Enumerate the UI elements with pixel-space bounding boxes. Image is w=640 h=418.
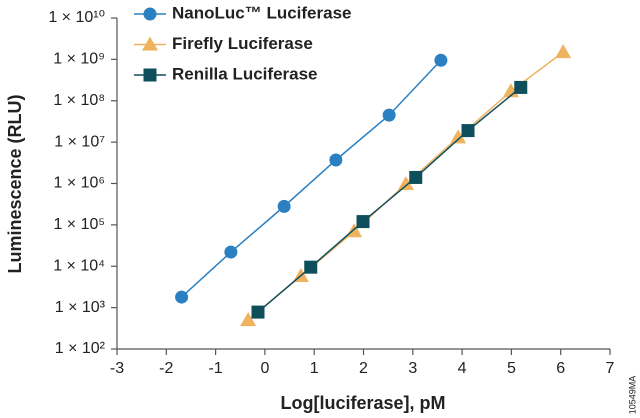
data-point bbox=[555, 44, 572, 59]
x-tick-label: -2 bbox=[159, 360, 173, 377]
x-tick-label: 4 bbox=[458, 360, 467, 377]
x-tick-label: 6 bbox=[556, 360, 565, 377]
data-point bbox=[514, 80, 528, 94]
y-tick-label: 1 × 10¹⁰ bbox=[48, 9, 105, 26]
legend-marker bbox=[143, 68, 157, 82]
x-tick-label: 1 bbox=[310, 360, 319, 377]
x-tick-label: -1 bbox=[208, 360, 222, 377]
legend-marker bbox=[142, 36, 158, 51]
data-point bbox=[224, 245, 238, 259]
data-point bbox=[450, 129, 467, 144]
data-point bbox=[382, 108, 396, 122]
legend-label: Renilla Luciferase bbox=[172, 64, 318, 83]
data-point bbox=[434, 53, 448, 67]
data-point bbox=[277, 199, 291, 213]
data-point bbox=[240, 312, 257, 327]
x-tick-label: -3 bbox=[110, 360, 124, 377]
y-tick-label: 1 × 10⁵ bbox=[53, 216, 105, 233]
y-tick-label: 1 × 10⁶ bbox=[53, 175, 105, 192]
data-point bbox=[329, 153, 343, 167]
x-tick-label: 0 bbox=[260, 360, 269, 377]
data-point bbox=[251, 305, 265, 319]
legend-label: Firefly Luciferase bbox=[172, 34, 313, 53]
legend-marker bbox=[143, 7, 157, 21]
x-tick-label: 7 bbox=[606, 360, 615, 377]
x-tick-label: 2 bbox=[359, 360, 368, 377]
data-point bbox=[175, 290, 189, 304]
legend-label: NanoLuc™ Luciferase bbox=[172, 3, 352, 22]
data-point bbox=[409, 170, 423, 184]
series-line bbox=[181, 59, 442, 298]
series-line bbox=[257, 86, 522, 313]
data-point bbox=[356, 215, 370, 229]
x-tick-label: 3 bbox=[408, 360, 417, 377]
y-tick-label: 1 × 10³ bbox=[55, 299, 106, 316]
data-point bbox=[397, 176, 414, 191]
y-tick-label: 1 × 10⁴ bbox=[53, 257, 105, 274]
y-tick-label: 1 × 10⁸ bbox=[53, 92, 105, 109]
x-tick-label: 5 bbox=[507, 360, 516, 377]
y-tick-label: 1 × 10⁹ bbox=[53, 51, 105, 68]
x-axis-label: Log[luciferase], pM bbox=[280, 393, 445, 413]
data-point bbox=[461, 124, 475, 138]
y-tick-label: 1 × 10⁷ bbox=[54, 133, 105, 150]
y-tick-label: 1 × 10² bbox=[55, 340, 106, 357]
y-axis-label: Luminescence (RLU) bbox=[5, 94, 25, 273]
figure-code: 10549MA bbox=[627, 376, 637, 415]
data-point bbox=[304, 260, 318, 274]
